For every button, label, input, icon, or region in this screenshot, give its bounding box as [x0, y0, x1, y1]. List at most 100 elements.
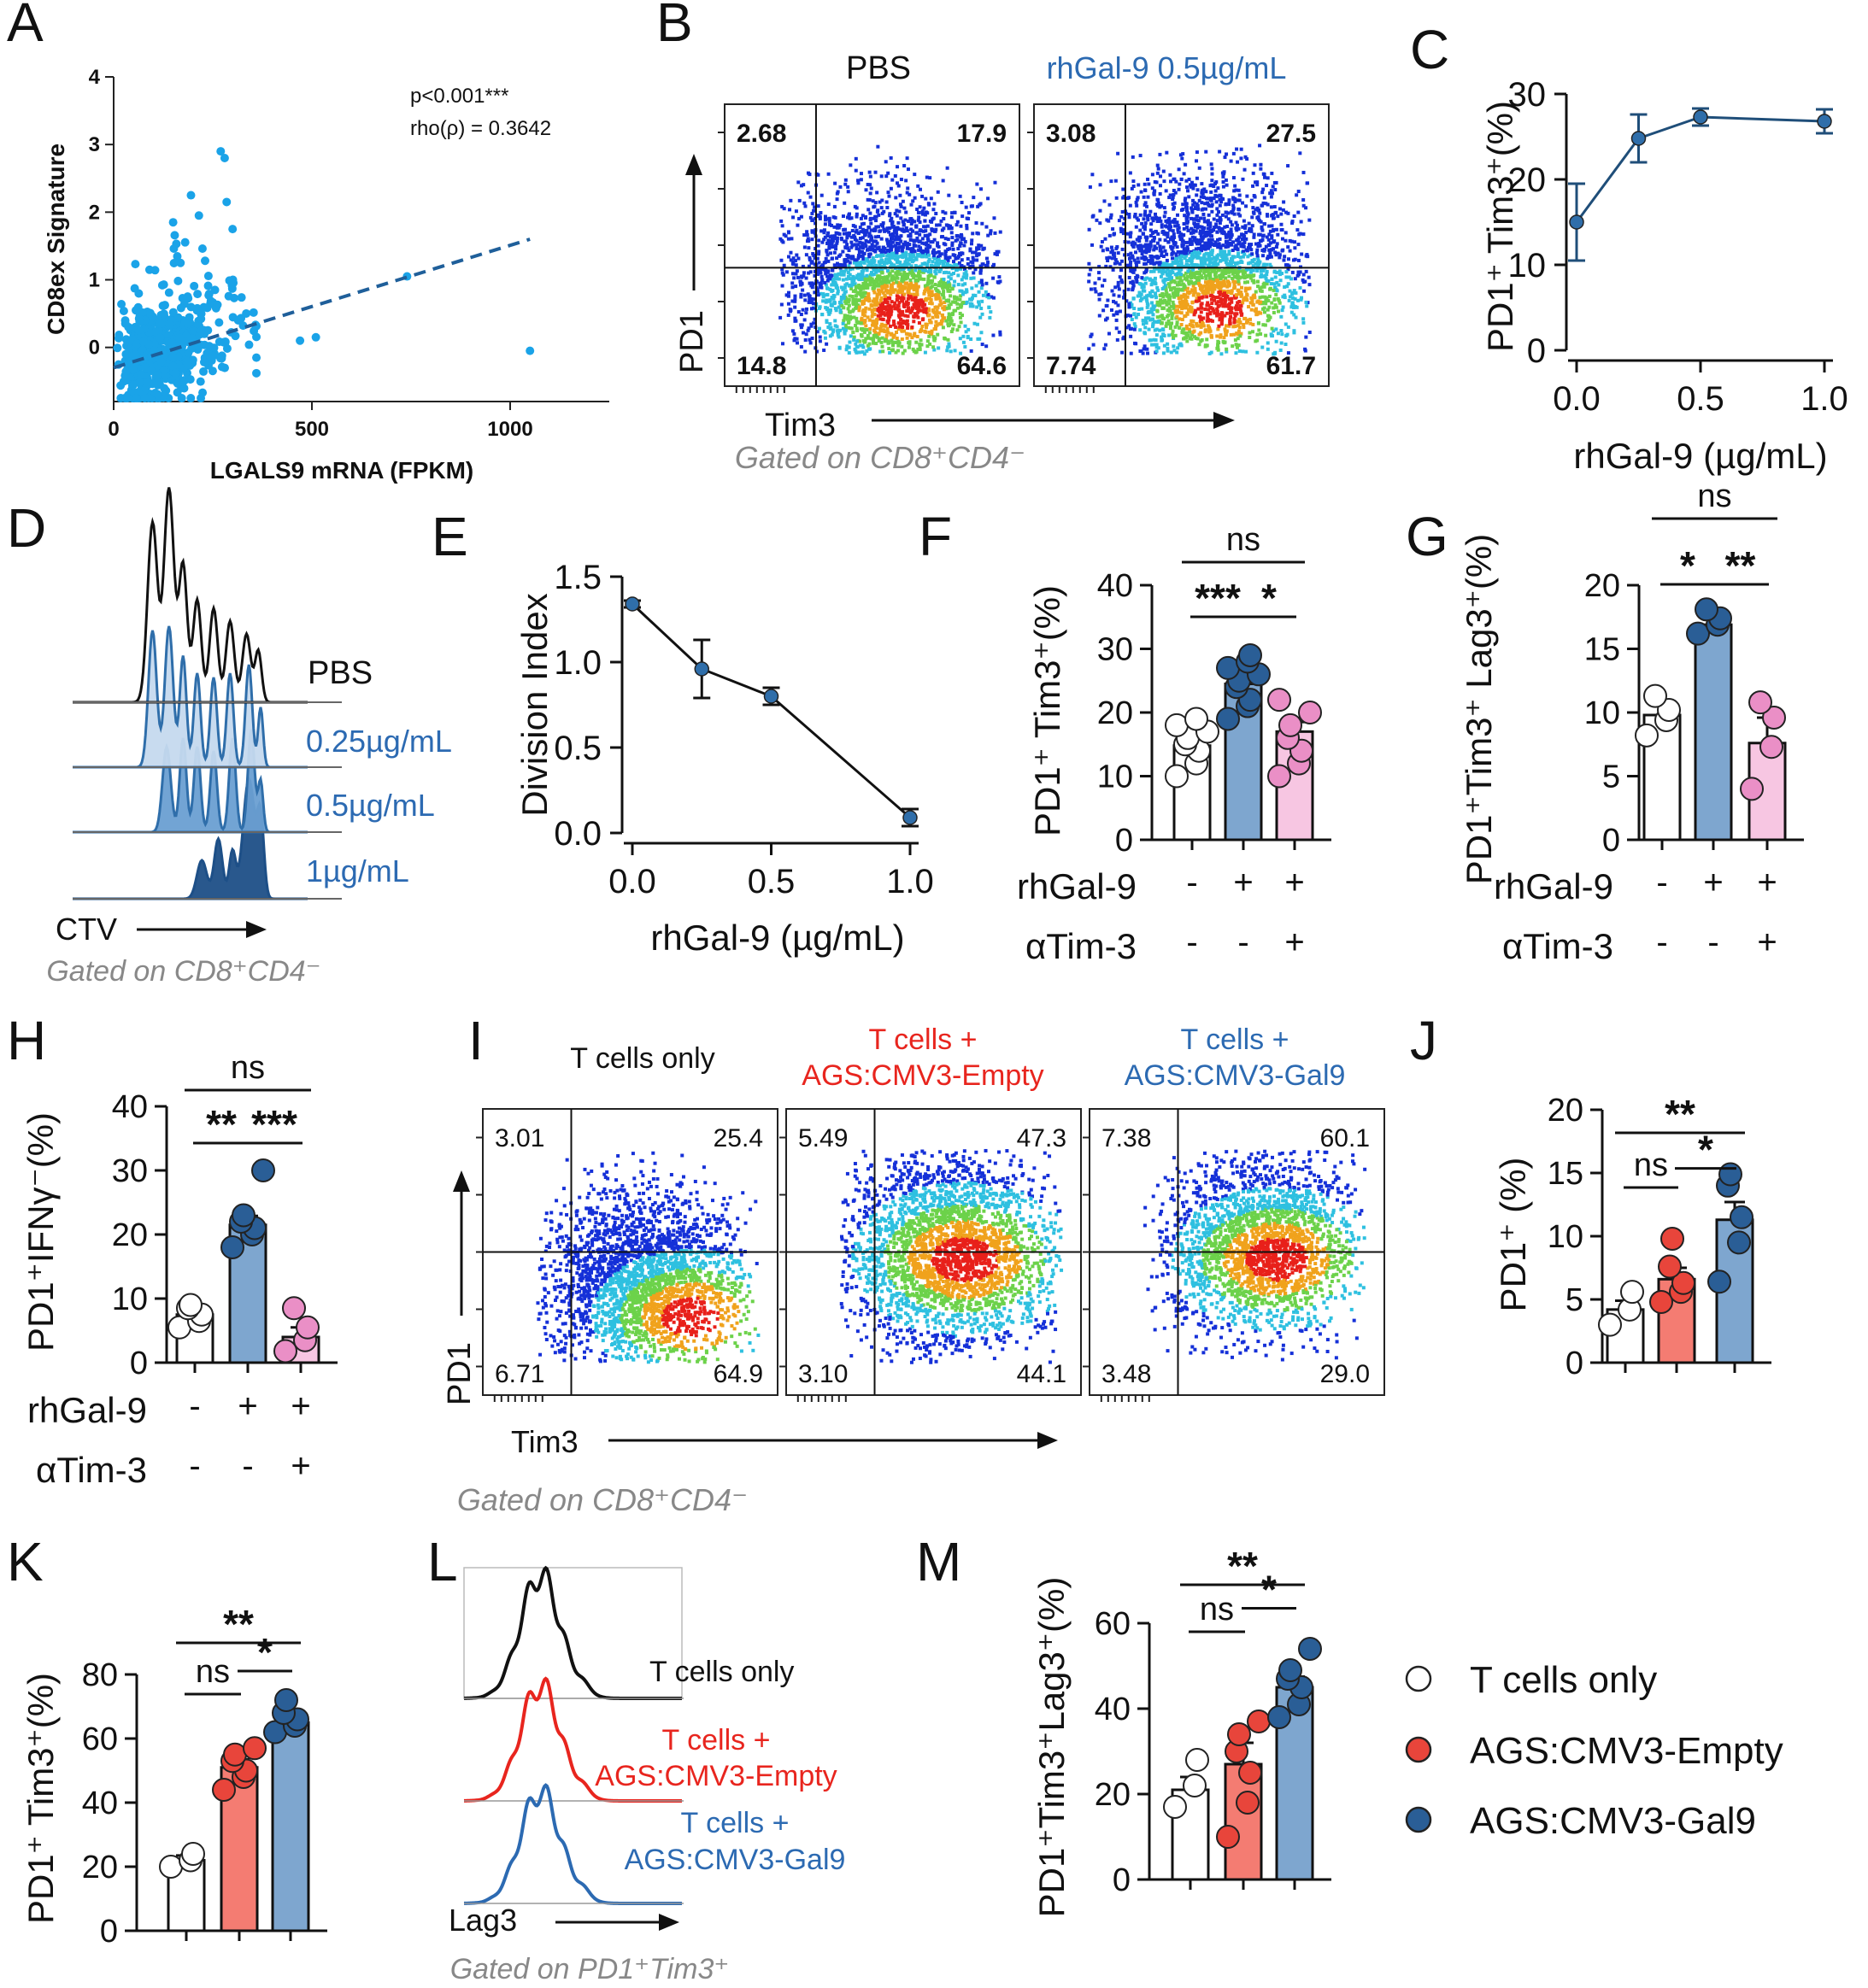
flow-event: [953, 349, 957, 353]
y-tick-label: 1: [89, 269, 100, 292]
flow-event: [1243, 270, 1248, 274]
flow-event: [1180, 318, 1184, 322]
flow-event: [1248, 243, 1252, 247]
flow-event: [1188, 305, 1192, 309]
flow-event: [793, 316, 797, 320]
flow-event: [924, 286, 928, 290]
flow-event: [960, 234, 964, 238]
flow-event: [1152, 248, 1156, 252]
flow-event: [1106, 259, 1110, 263]
flow-event: [896, 297, 900, 302]
flow-event: [957, 325, 961, 329]
flow-event: [979, 279, 984, 283]
flow-event: [849, 216, 854, 220]
flow-event: [1178, 343, 1182, 347]
flow-event: [910, 220, 914, 224]
flow-event: [1129, 269, 1133, 273]
flow-event: [1187, 195, 1191, 199]
flow-event: [1166, 240, 1171, 244]
flow-event: [831, 268, 835, 273]
flow-event: [971, 250, 975, 255]
flow-event: [808, 281, 812, 285]
flow-event: [939, 260, 943, 264]
flow-event: [929, 268, 933, 273]
flow-event: [837, 345, 842, 349]
flow-event: [900, 337, 904, 341]
flow-event: [818, 268, 822, 273]
flow-event: [900, 297, 904, 302]
flow-event: [1119, 259, 1124, 263]
flow-event: [1132, 327, 1137, 331]
flow-event: [884, 250, 888, 255]
flow-event: [867, 170, 872, 174]
flow-event: [1270, 224, 1274, 228]
flow-event: [934, 313, 938, 317]
flow-event: [1172, 303, 1176, 308]
flow-event: [1131, 254, 1135, 258]
flow-event: [871, 199, 875, 203]
flow-event: [868, 191, 872, 196]
flow-event: [1244, 349, 1248, 354]
flow-event: [877, 283, 881, 287]
flow-event: [1169, 280, 1173, 284]
flow-event: [824, 268, 828, 273]
flow-event: [877, 260, 881, 264]
flow-event: [1176, 249, 1180, 254]
flow-event: [1116, 251, 1120, 255]
flow-event: [920, 250, 925, 255]
flow-event: [1105, 256, 1109, 261]
flow-event: [888, 239, 892, 243]
flow-event: [1221, 243, 1225, 248]
flow-event: [857, 283, 861, 287]
flow-event: [1120, 209, 1125, 214]
flow-event: [872, 273, 876, 277]
flow-event: [872, 290, 877, 295]
flow-event: [1235, 223, 1239, 227]
flow-event: [1224, 333, 1228, 337]
flow-event: [1186, 333, 1190, 337]
flow-event: [1251, 302, 1255, 307]
flow-event: [859, 245, 863, 249]
flow-event: [1197, 343, 1201, 347]
flow-event: [910, 336, 914, 340]
flow-event: [1257, 321, 1261, 325]
flow-event: [843, 201, 847, 205]
flow-event: [1278, 255, 1282, 260]
flow-event: [873, 249, 878, 254]
flow-event: [962, 272, 966, 276]
flow-event: [953, 262, 957, 267]
flow-event: [894, 235, 898, 239]
flow-event: [1183, 336, 1187, 340]
flow-event: [1195, 321, 1199, 325]
flow-event: [1125, 325, 1129, 330]
flow-event: [843, 300, 848, 304]
scatter-point: [138, 337, 148, 346]
flow-event: [878, 280, 883, 284]
flow-event: [896, 220, 901, 225]
flow-event: [870, 259, 874, 263]
flow-event: [1129, 231, 1133, 235]
flow-event: [869, 280, 873, 284]
scatter-point: [252, 332, 261, 342]
flow-event: [1218, 221, 1222, 226]
flow-event: [856, 181, 861, 185]
y-axis-label: CD8ex Signature: [43, 144, 69, 335]
flow-event: [959, 267, 963, 271]
flow-event: [929, 273, 933, 278]
scatter-point: [168, 218, 178, 227]
flow-event: [808, 173, 812, 177]
flow-event: [1206, 219, 1210, 223]
flow-event: [901, 220, 905, 224]
flow-event: [965, 300, 969, 304]
flow-event: [787, 255, 791, 259]
flow-event: [823, 280, 827, 284]
flow-event: [1167, 306, 1172, 310]
flow-event: [780, 224, 784, 228]
flow-event: [1183, 251, 1187, 255]
flow-event: [918, 220, 922, 225]
flow-event: [902, 270, 907, 274]
flow-event: [824, 283, 828, 287]
flow-event: [845, 236, 849, 240]
flow-event: [928, 342, 932, 346]
flow-event: [865, 349, 869, 353]
